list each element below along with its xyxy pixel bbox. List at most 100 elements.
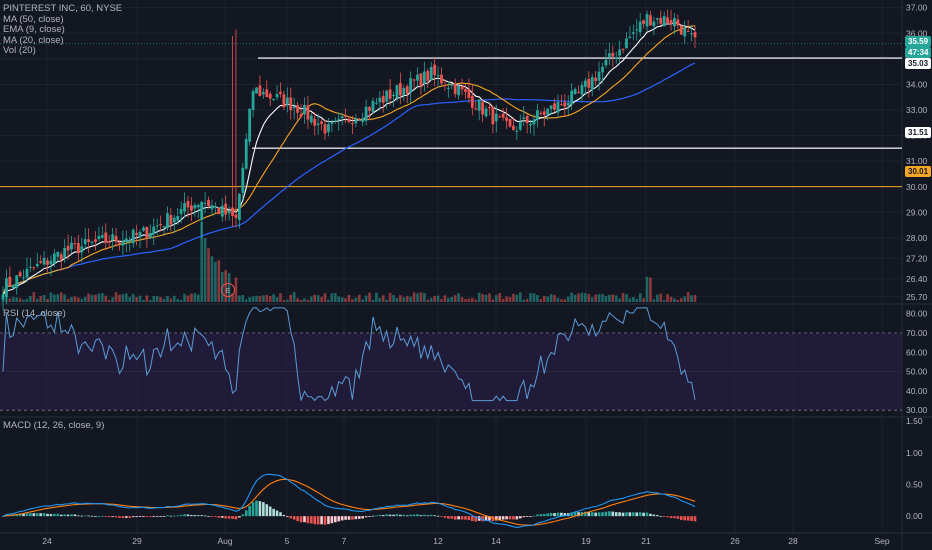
volume-bar [231, 293, 234, 302]
macd-histogram-bar [440, 516, 443, 517]
macd-histogram-bar [272, 508, 275, 517]
macd-histogram-bar [32, 513, 36, 517]
candle-body [453, 83, 457, 94]
volume-bar [474, 299, 478, 302]
volume-bar [381, 295, 385, 302]
volume-bar [70, 296, 73, 302]
candle-body [313, 118, 317, 126]
candle-body [662, 16, 666, 27]
candle-body [46, 260, 49, 265]
volume-bar [217, 260, 221, 302]
macd-histogram-bar [207, 516, 210, 517]
macd-histogram-bar [327, 516, 330, 525]
macd-histogram-bar [104, 516, 108, 517]
candle-body [121, 241, 125, 246]
volume-bar [200, 222, 203, 302]
macd-histogram-bar [364, 516, 368, 518]
candle-body [460, 86, 464, 90]
macd-histogram-bar [169, 515, 173, 517]
volume-bar [275, 297, 279, 302]
candle-body [227, 210, 231, 214]
candle-body [172, 217, 176, 223]
volume-bar [22, 299, 25, 302]
macd-histogram-bar [495, 516, 498, 521]
volume-bar [388, 292, 392, 302]
candle-body [337, 118, 341, 120]
candle-body [364, 106, 368, 121]
x-tick-label: 5 [285, 536, 290, 546]
macd-histogram-bar [416, 514, 419, 517]
volume-bar [56, 294, 60, 302]
volume-bar [53, 294, 56, 302]
volume-bar [426, 299, 430, 302]
volume-bar [618, 298, 621, 302]
candle-body [234, 214, 238, 219]
price-tick-label: 30.00 [906, 182, 928, 192]
macd-histogram-bar [464, 516, 467, 520]
macd-histogram-bar [94, 516, 97, 517]
volume-bar [457, 293, 460, 302]
candle-body [237, 193, 241, 221]
macd-histogram-bar [549, 512, 553, 517]
macd-histogram-bar [522, 516, 526, 518]
volume-bar [392, 295, 395, 302]
candle-body [63, 247, 67, 258]
candle-body [73, 243, 77, 245]
macd-histogram-bar [357, 516, 361, 519]
macd-histogram-bar [474, 516, 478, 522]
macd-histogram-bar [63, 514, 66, 517]
volume-bar [621, 292, 625, 302]
candle-body [309, 115, 313, 123]
macd-histogram-bar [621, 512, 625, 517]
candle-body [145, 226, 149, 239]
macd-histogram-bar [83, 515, 87, 517]
macd-histogram-bar [29, 513, 32, 517]
volume-bar [299, 299, 303, 302]
macd-histogram-bar [628, 512, 632, 517]
volume-bar [203, 237, 207, 302]
volume-bar [608, 294, 611, 302]
candle-body [303, 104, 306, 115]
macd-histogram-bar [22, 513, 25, 517]
candle-body [224, 203, 228, 215]
candle-body [515, 130, 519, 132]
macd-histogram-bar [635, 512, 639, 517]
candle-body [193, 205, 197, 209]
macd-histogram-bar [419, 515, 423, 517]
candle-body [183, 203, 186, 212]
macd-histogram-bar [39, 513, 42, 517]
candle-body [190, 205, 193, 211]
macd-histogram-bar [467, 516, 471, 521]
candle-body [559, 104, 563, 106]
macd-histogram-bar [128, 516, 132, 518]
volume-bar [11, 297, 15, 302]
candle-body [457, 85, 461, 96]
candle-body [166, 213, 169, 228]
volume-bar [87, 293, 90, 302]
candle-body [501, 113, 505, 118]
candle-body [138, 231, 142, 238]
candle-body [474, 108, 478, 110]
macd-tick-label: 1.00 [906, 448, 923, 458]
macd-histogram-bar [693, 516, 697, 522]
volume-bar [477, 292, 481, 302]
macd-histogram-bar [118, 516, 121, 518]
volume-bar [440, 298, 443, 302]
macd-histogram-bar [101, 515, 104, 517]
candle-body [351, 123, 354, 125]
volume-bar [340, 297, 344, 302]
candle-body [594, 77, 598, 82]
volume-bar [467, 298, 471, 302]
candle-body [683, 27, 687, 37]
candle-body [340, 116, 344, 119]
price-tick-label: 26.40 [906, 274, 928, 284]
volume-bar [628, 298, 632, 302]
macd-histogram-bar [375, 515, 378, 517]
volume-bar [18, 298, 22, 302]
countdown-badge: 47:34 [905, 47, 932, 58]
macd-histogram-bar [330, 516, 334, 524]
candle-body [186, 200, 190, 208]
earnings-marker-label: E [226, 288, 231, 295]
candle-body [347, 118, 351, 123]
